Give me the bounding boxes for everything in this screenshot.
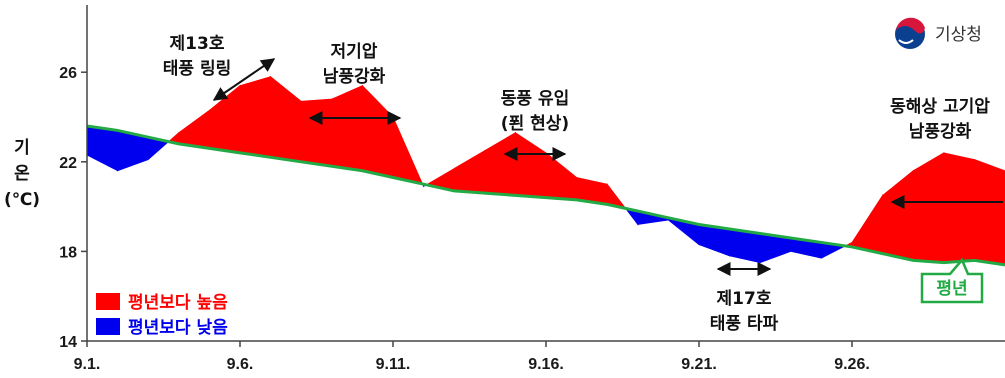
normal-temperature-line <box>86 124 1005 267</box>
legend-label-above: 평년보다 높음 <box>128 293 228 313</box>
x-tick-label-26: 9.26. <box>834 356 870 373</box>
y-ticks: 14 18 22 26 <box>59 65 87 351</box>
above-normal-area-32 <box>912 152 945 264</box>
above-normal-area-6 <box>239 76 272 158</box>
annotation-lowpressure-line2: 남풍강화 <box>323 67 386 87</box>
normal-label: 평년 <box>936 279 967 299</box>
y-tick-label-14: 14 <box>59 334 77 351</box>
annotation-typhoon13-line2: 태풍 링링 <box>163 59 231 79</box>
annotation-easterly-line2: (푄 현상) <box>501 114 569 134</box>
y-tick-label-22: 22 <box>59 155 77 172</box>
x-ticks: 9.1. 9.6. 9.11. 9.16. 9.21. 9.26. <box>74 341 870 373</box>
ylabel-unit: (℃) <box>4 190 40 210</box>
annotation-typhoon13-arrow <box>212 58 276 101</box>
y-tick-label-18: 18 <box>59 244 77 261</box>
x-tick-label-21: 9.21. <box>681 356 717 373</box>
kma-logo-text: 기상청 <box>935 25 982 45</box>
ylabel-line-2: 온 <box>14 164 30 184</box>
ylabel-line-1: 기 <box>14 138 30 158</box>
above-normal-area-34 <box>974 158 1005 266</box>
annotation-lowpressure-line1: 저기압 <box>331 41 378 62</box>
x-tick-label-11: 9.11. <box>376 356 411 373</box>
x-tick-label-1: 9.1. <box>74 356 101 373</box>
annotation-typhoon17-line1: 제17호 <box>717 289 772 309</box>
above-normal-area-9 <box>331 85 363 172</box>
legend-label-below: 평년보다 낮음 <box>128 318 228 338</box>
legend-swatch-below <box>96 318 120 335</box>
above-normal-area-33 <box>943 152 975 264</box>
annotation-typhoon17-line2: 태풍 타파 <box>710 314 779 334</box>
x-tick-label-16: 9.16. <box>528 356 564 373</box>
annotation-typhoon13-line1: 제13호 <box>170 34 225 54</box>
above-normal-area-8 <box>300 98 333 167</box>
annotation-easthigh-line2: 남풍강화 <box>909 122 972 142</box>
annotation-easthigh-line1: 동해상 고기압 <box>890 96 990 117</box>
normal-label-box <box>920 257 984 304</box>
y-tick-label-26: 26 <box>59 65 77 82</box>
annotation-easterly-line1: 동풍 유입 <box>501 89 569 109</box>
x-tick-label-6: 9.6. <box>227 356 254 373</box>
kma-logo: 기상청 <box>895 17 982 49</box>
legend-swatch-above <box>96 293 120 310</box>
